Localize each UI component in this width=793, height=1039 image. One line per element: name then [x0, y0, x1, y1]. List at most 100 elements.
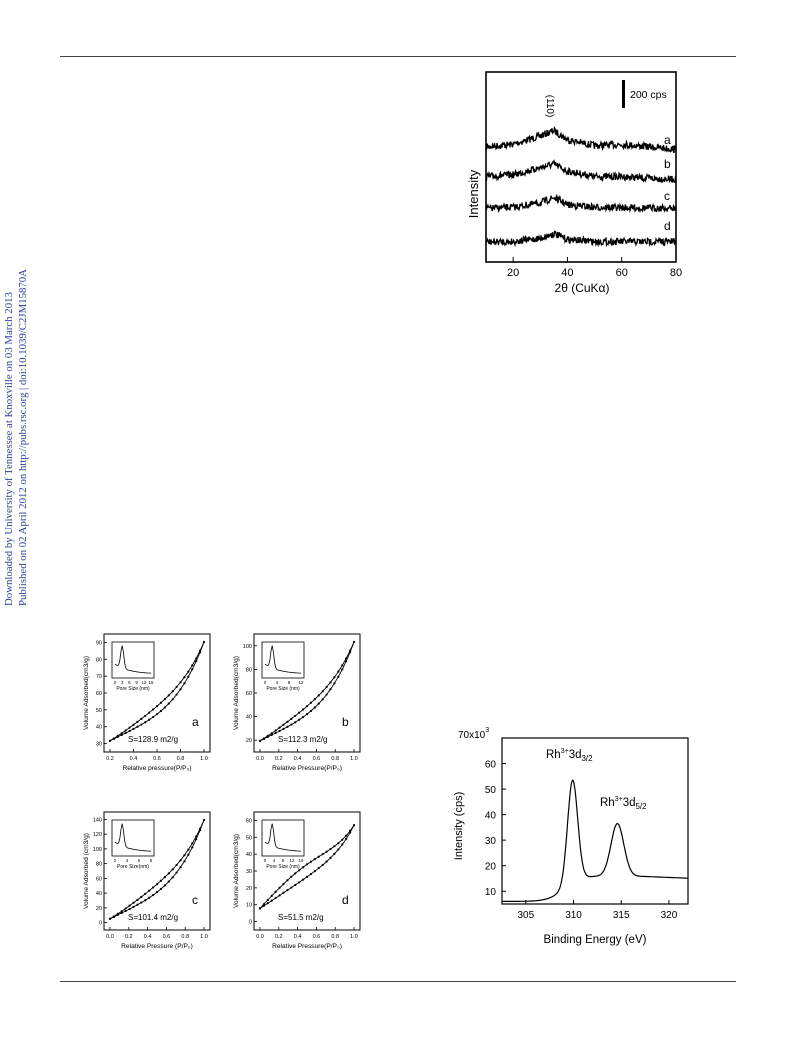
bet-data-point	[155, 891, 159, 894]
bet-inset-xtick-label: 8	[282, 858, 285, 863]
bet-data-point	[298, 881, 301, 884]
bet-data-point	[108, 917, 112, 920]
bet-data-point	[348, 831, 352, 834]
bet-data-point	[163, 698, 166, 701]
bet-data-point	[345, 660, 348, 663]
bet-data-point	[278, 726, 281, 729]
bet-data-point	[179, 859, 182, 862]
bet-xtick-label: 0.0	[256, 756, 264, 762]
bet-data-point	[294, 872, 297, 875]
bet-data-point	[317, 694, 320, 697]
bet-data-point	[345, 834, 348, 837]
xrd-xlabel: 2θ (CuKα)	[555, 281, 610, 295]
bet-data-point	[179, 681, 182, 684]
bet-data-point	[274, 890, 277, 893]
bet-data-point	[148, 711, 151, 714]
bet-ytick-label: 80	[96, 657, 102, 663]
bet-ytick-label: 90	[96, 640, 102, 646]
bet-data-point	[329, 681, 332, 684]
bet-inset-xtick-label: 4	[273, 858, 276, 863]
bet-ytick-label: 100	[243, 644, 252, 650]
bet-data-point	[136, 903, 139, 906]
bet-data-point	[187, 670, 190, 673]
bet-inset-pore-curve	[114, 823, 152, 852]
bet-ylabel: Volume Adsorbed(cm3/g)	[233, 656, 240, 730]
footer-rule	[60, 981, 736, 982]
bet-data-point	[321, 690, 324, 693]
xps-spectrum-line	[502, 779, 688, 902]
bet-data-point	[116, 734, 119, 737]
bet-data-point	[120, 910, 123, 913]
xps-ytick-label: 20	[485, 862, 497, 873]
bet-data-point	[187, 853, 190, 856]
bet-data-point	[191, 668, 194, 671]
bet-surface-area: S=128.9 m2/g	[128, 735, 178, 744]
bet-data-point	[155, 705, 159, 708]
sidebar-download-line[interactable]: Downloaded by University of Tennessee at…	[3, 292, 15, 606]
bet-data-point	[151, 886, 155, 889]
download-sidebar: Downloaded by University of Tennessee at…	[2, 266, 32, 606]
bet-data-point	[179, 866, 182, 869]
bet-data-point	[309, 701, 313, 704]
bet-xlabel: Relative Pressure(P/P₀)	[272, 765, 342, 772]
sidebar-published-line[interactable]: Published on 02 April 2012 on http://pub…	[17, 269, 29, 606]
bet-xtick-label: 0.6	[313, 934, 321, 940]
bet-data-point	[317, 867, 320, 870]
bet-surface-area: S=101.4 m2/g	[128, 913, 178, 922]
bet-data-point	[313, 870, 316, 873]
xrd-curve-b	[485, 159, 677, 184]
bet-data-point	[294, 714, 297, 717]
xrd-peak-label: (110)	[544, 95, 555, 118]
bet-data-point	[258, 739, 262, 742]
bet-data-point	[345, 657, 348, 660]
bet-data-point	[352, 640, 356, 644]
bet-data-point	[195, 838, 198, 841]
bet-data-point	[151, 715, 155, 719]
bet-data-point	[151, 708, 155, 711]
bet-ytick-label: 60	[96, 691, 102, 697]
bet-data-point	[305, 705, 309, 708]
xrd-xtick-label: 60	[616, 267, 628, 279]
bet-xtick-label: 0.8	[177, 756, 185, 762]
bet-ytick-label: 20	[246, 886, 252, 892]
bet-ytick-label: 40	[246, 715, 252, 721]
bet-ytick-label: 50	[246, 835, 252, 841]
bet-data-point	[321, 863, 324, 867]
xps-xtick-label: 320	[661, 910, 678, 921]
bet-data-point	[151, 893, 155, 897]
xps-xtick-label: 315	[613, 910, 630, 921]
bet-ytick-label: 20	[96, 906, 102, 912]
bet-ylabel: Volume Adsorbed(cm3/g)	[83, 656, 90, 730]
bet-data-point	[179, 688, 182, 691]
bet-inset-xtick-label: 0	[264, 680, 267, 685]
bet-ytick-label: 50	[96, 708, 102, 714]
bet-ytick-label: 100	[93, 847, 102, 853]
bet-data-point	[155, 713, 159, 716]
bet-ytick-label: 60	[246, 818, 252, 824]
bet-xtick-label: 1.0	[350, 934, 358, 940]
xps-peak2-label: Rh3+3d5/2	[600, 796, 647, 811]
bet-data-point	[317, 702, 320, 705]
bet-data-point	[325, 850, 328, 853]
bet-surface-area: S=112.3 m2/g	[278, 735, 327, 744]
bet-data-point	[132, 901, 135, 904]
bet-data-point	[290, 886, 293, 889]
bet-inset-xlabel: Pore Size (nm)	[116, 686, 150, 692]
bet-data-point	[128, 726, 131, 729]
bet-data-point	[191, 842, 194, 845]
bet-data-point	[290, 717, 293, 720]
bet-inset-xtick-label: 0	[264, 858, 267, 863]
bet-data-point	[140, 895, 143, 898]
bet-data-point	[132, 905, 135, 908]
bet-data-point	[294, 883, 297, 887]
bet-ytick-label: 0	[249, 920, 252, 926]
bet-ytick-label: 120	[93, 832, 102, 838]
bet-panel-letter: c	[192, 893, 198, 907]
bet-data-point	[191, 664, 194, 667]
bet-ytick-label: 0	[99, 921, 102, 927]
bet-data-point	[348, 829, 352, 832]
bet-data-point	[132, 723, 135, 726]
bet-data-point	[144, 892, 147, 895]
bet-data-point	[163, 884, 166, 887]
bet-data-point	[171, 698, 174, 701]
